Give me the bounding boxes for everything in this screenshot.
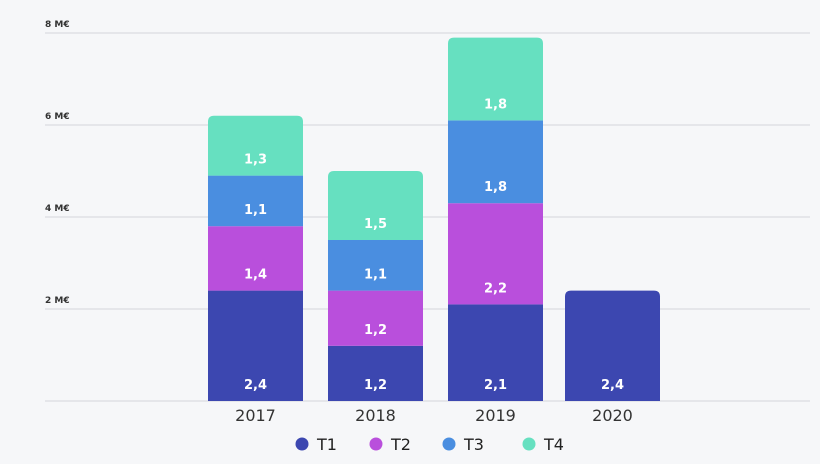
x-tick-label: 2020 bbox=[592, 406, 633, 425]
legend-marker-t3 bbox=[442, 437, 456, 451]
bar-segment-t3-2019 bbox=[448, 120, 543, 204]
data-label: 1,3 bbox=[244, 153, 267, 168]
x-tick-label: 2019 bbox=[475, 406, 516, 425]
legend-marker-t2 bbox=[369, 437, 383, 451]
bar-segment-t3-2017 bbox=[208, 175, 303, 227]
data-label: 2,2 bbox=[484, 281, 507, 296]
data-label: 2,1 bbox=[484, 378, 507, 393]
legend-marker-t1 bbox=[295, 437, 309, 451]
y-tick-label: 2 M€ bbox=[45, 296, 70, 306]
data-label: 1,8 bbox=[484, 180, 507, 195]
bar-segment-t1-2020 bbox=[565, 290, 660, 401]
data-label: 1,2 bbox=[364, 378, 387, 393]
legend-label: T2 bbox=[390, 435, 411, 454]
y-tick-label: 8 M€ bbox=[45, 20, 70, 30]
data-label: 1,1 bbox=[244, 203, 267, 218]
y-tick-label: 4 M€ bbox=[45, 204, 70, 214]
y-tick-label: 6 M€ bbox=[45, 112, 70, 122]
data-label: 1,4 bbox=[244, 268, 267, 283]
legend-marker-t4 bbox=[522, 437, 536, 451]
bar-segment-t2-2019 bbox=[448, 203, 543, 305]
legend-label: T3 bbox=[463, 435, 484, 454]
bar-segment-t4-2017 bbox=[208, 115, 303, 176]
legend-label: T4 bbox=[543, 435, 564, 454]
legend-label: T1 bbox=[316, 435, 337, 454]
data-label: 2,4 bbox=[244, 378, 267, 393]
bar-segment-t1-2019 bbox=[448, 304, 543, 401]
bar-segment-t4-2018 bbox=[328, 171, 423, 240]
bar-segment-t4-2019 bbox=[448, 37, 543, 121]
bar-segment-t2-2018 bbox=[328, 290, 423, 346]
x-tick-label: 2018 bbox=[355, 406, 396, 425]
data-label: 1,5 bbox=[364, 217, 387, 232]
data-label: 1,2 bbox=[364, 323, 387, 338]
x-tick-label: 2017 bbox=[235, 406, 276, 425]
bar-segment-t1-2017 bbox=[208, 290, 303, 401]
bar-segment-t2-2017 bbox=[208, 226, 303, 291]
bar-segment-t1-2018 bbox=[328, 345, 423, 401]
bar-segment-t3-2018 bbox=[328, 240, 423, 291]
data-label: 1,8 bbox=[484, 97, 507, 112]
data-label: 2,4 bbox=[601, 378, 624, 393]
data-label: 1,1 bbox=[364, 268, 387, 283]
